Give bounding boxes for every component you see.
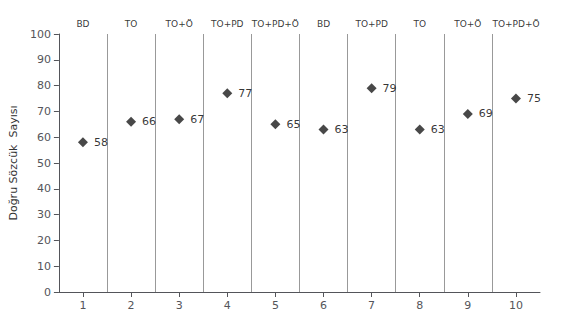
svg-text:9: 9 xyxy=(464,299,471,312)
svg-text:6: 6 xyxy=(320,299,327,312)
svg-text:63: 63 xyxy=(431,123,445,136)
svg-text:90: 90 xyxy=(37,53,51,66)
svg-text:TO+Ö: TO+Ö xyxy=(165,19,193,29)
svg-text:75: 75 xyxy=(527,92,541,105)
svg-text:77: 77 xyxy=(238,87,252,100)
svg-text:40: 40 xyxy=(37,182,51,195)
svg-text:30: 30 xyxy=(37,208,51,221)
svg-text:TO+PD: TO+PD xyxy=(354,19,388,29)
svg-text:80: 80 xyxy=(37,79,51,92)
svg-text:TO+PD: TO+PD xyxy=(210,19,244,29)
svg-text:7: 7 xyxy=(368,299,375,312)
svg-text:2: 2 xyxy=(128,299,135,312)
svg-text:63: 63 xyxy=(335,123,349,136)
svg-text:BD: BD xyxy=(317,19,330,29)
svg-text:60: 60 xyxy=(37,131,51,144)
svg-text:TO+PD+Ö: TO+PD+Ö xyxy=(491,19,539,29)
svg-text:TO+PD+Ö: TO+PD+Ö xyxy=(251,19,299,29)
svg-text:TO: TO xyxy=(124,19,138,29)
svg-text:79: 79 xyxy=(383,82,397,95)
svg-text:1: 1 xyxy=(79,299,86,312)
svg-text:69: 69 xyxy=(479,107,493,120)
svg-text:4: 4 xyxy=(224,299,231,312)
svg-text:66: 66 xyxy=(142,115,156,128)
svg-text:65: 65 xyxy=(286,118,300,131)
svg-text:3: 3 xyxy=(176,299,183,312)
svg-text:10: 10 xyxy=(509,299,523,312)
svg-text:100: 100 xyxy=(30,28,51,41)
svg-text:5: 5 xyxy=(272,299,279,312)
svg-text:10: 10 xyxy=(37,260,51,273)
svg-text:8: 8 xyxy=(416,299,423,312)
svg-text:TO: TO xyxy=(412,19,426,29)
svg-text:50: 50 xyxy=(37,157,51,170)
svg-text:0: 0 xyxy=(44,286,51,299)
svg-text:20: 20 xyxy=(37,234,51,247)
svg-text:TO+Ö: TO+Ö xyxy=(453,19,481,29)
svg-text:58: 58 xyxy=(94,136,108,149)
svg-text:67: 67 xyxy=(190,113,204,126)
svg-text:BD: BD xyxy=(76,19,89,29)
svg-text:70: 70 xyxy=(37,105,51,118)
svg-text:Doğru Sözcük Sayısı: Doğru Sözcük Sayısı xyxy=(7,105,20,220)
